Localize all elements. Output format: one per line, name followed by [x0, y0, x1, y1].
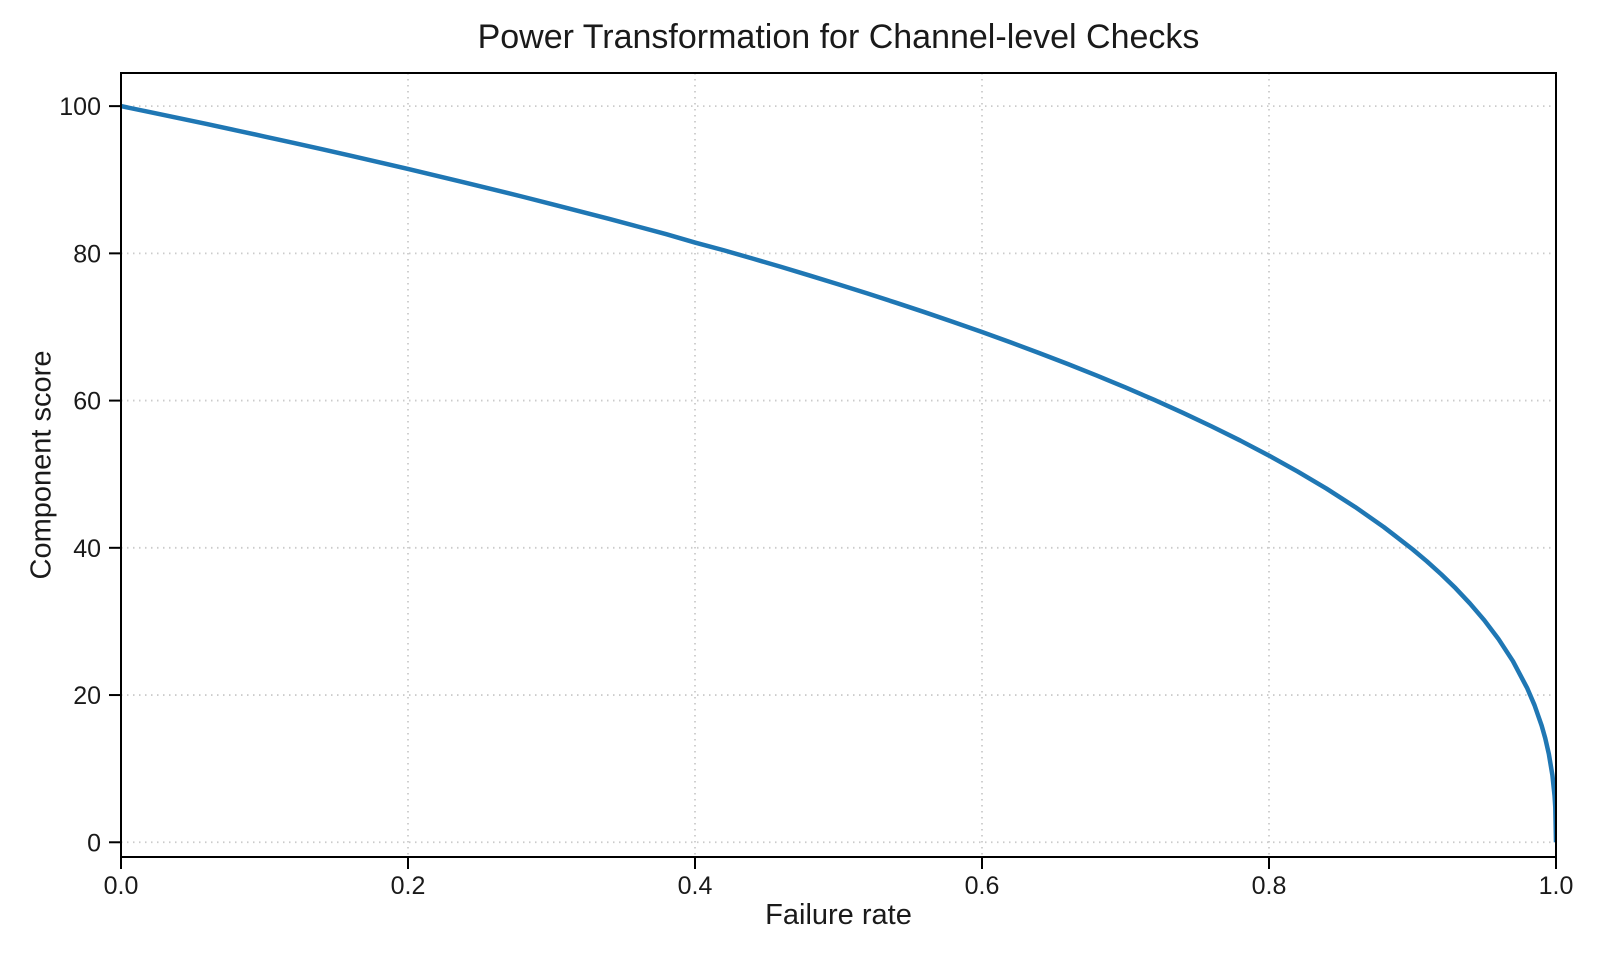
plot-border: [120, 72, 1557, 858]
y-tick-label: 60: [73, 388, 101, 416]
x-tick-label: 0.4: [678, 872, 713, 900]
y-tick-label: 20: [73, 682, 101, 710]
x-tick-label: 0.6: [965, 872, 1000, 900]
x-axis-label: Failure rate: [765, 899, 912, 931]
component-score-curve: [121, 103, 1556, 843]
y-tick-label: 100: [59, 93, 101, 121]
y-tick-label: 40: [73, 535, 101, 563]
y-tick-label: 0: [87, 829, 101, 857]
y-axis-label: Component score: [25, 350, 58, 580]
x-tick-label: 0.2: [391, 872, 426, 900]
chart-title: Power Transformation for Channel-level C…: [477, 18, 1200, 56]
x-tick-label: 1.0: [1539, 872, 1574, 900]
x-tick-label: 0.8: [1252, 872, 1287, 900]
y-tick-label: 80: [73, 240, 101, 268]
x-tick-label: 0.0: [104, 872, 139, 900]
